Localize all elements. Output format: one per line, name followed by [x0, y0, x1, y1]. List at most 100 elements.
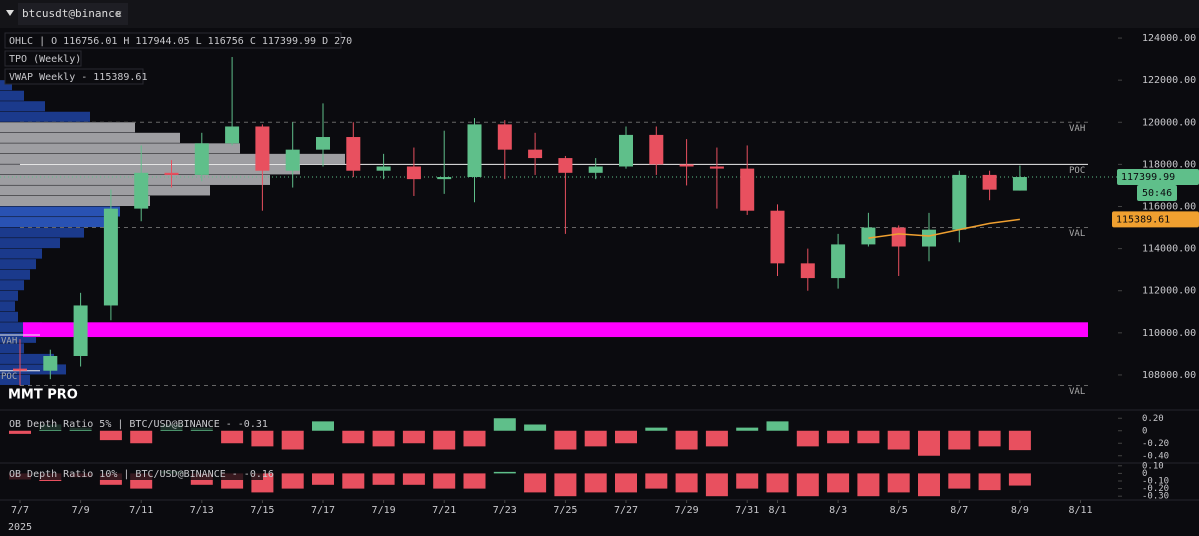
depth-bar [463, 430, 486, 447]
tpo-bar [0, 153, 345, 164]
depth-bar [493, 418, 516, 431]
x-tick-label: 7/31 [735, 505, 759, 516]
tpo-bar [0, 185, 210, 196]
x-tick-label: 8/3 [829, 505, 847, 516]
tpo-bar [0, 364, 66, 375]
panel-title: OB Depth Ratio 5% | BTC/USD@BINANCE - -0… [9, 419, 268, 430]
brand: MMT PRO [8, 388, 78, 403]
vwap-price: 115389.61 [1116, 214, 1170, 225]
tpo-bar [0, 374, 30, 385]
candle-body [649, 134, 664, 165]
depth-bar [1008, 473, 1031, 486]
y-tick-label: 112000.00 [1142, 286, 1196, 297]
level-label: VAL [1069, 229, 1085, 239]
candle-body [497, 124, 512, 150]
last-price: 117399.99 [1121, 172, 1175, 183]
tpo-bar [0, 195, 150, 206]
depth-bar [766, 421, 789, 431]
tab-label[interactable]: btcusdt@binance [22, 7, 121, 20]
countdown-box [1137, 185, 1177, 201]
level-label: VAL [1069, 387, 1085, 397]
tab[interactable] [18, 3, 128, 25]
candle-body [467, 124, 482, 178]
x-tick-label: 7/11 [129, 505, 153, 516]
depth-bar [766, 473, 789, 493]
x-tick-label: 8/1 [768, 505, 786, 516]
candle-body [1012, 177, 1027, 191]
x-tick-label: 7/7 [11, 505, 29, 516]
tpo-bar [0, 80, 12, 91]
x-tick-label: 7/27 [614, 505, 638, 516]
depth-bar [524, 473, 547, 493]
depth-bar [948, 473, 971, 489]
tpo-bar [0, 111, 90, 122]
depth-bar [1008, 430, 1031, 451]
tpo-bar [0, 322, 42, 333]
depth-bar [342, 430, 365, 444]
x-tick-label: 8/5 [890, 505, 908, 516]
x-tick-label: 7/29 [675, 505, 699, 516]
candle-body [43, 355, 58, 371]
tpo-bar [0, 280, 24, 291]
countdown: 50:46 [1142, 188, 1172, 199]
candle-body [891, 227, 906, 247]
level-label: POC [1069, 166, 1085, 176]
depth-bar [221, 430, 244, 444]
candle-body [588, 166, 603, 173]
depth-bar [433, 430, 456, 450]
depth-bar [736, 427, 759, 431]
y-tick-label: 108000.00 [1142, 370, 1196, 381]
depth-bar [675, 430, 698, 450]
candle-body [709, 166, 724, 169]
legend-bg [4, 50, 82, 67]
legend-bg [4, 68, 144, 85]
candle-body [679, 164, 694, 167]
candle-body [316, 137, 330, 150]
candle-body [164, 172, 179, 175]
depth-bar [342, 473, 365, 489]
y-tick-label: -0.10 [1142, 477, 1169, 487]
tpo-bar [0, 311, 18, 322]
depth-bar [130, 430, 153, 444]
depth-bar [402, 473, 425, 485]
y-tick-label: 120000.00 [1142, 117, 1196, 128]
tpo-bar [0, 238, 60, 249]
candle-body [103, 208, 118, 306]
level-label: POC [1, 372, 17, 382]
candle-body [73, 305, 88, 356]
x-tick-label: 8/7 [950, 505, 968, 516]
depth-bar [827, 473, 850, 493]
menu-arrow[interactable] [6, 10, 14, 16]
depth-bar [857, 430, 880, 444]
x-tick-label: 7/21 [432, 505, 456, 516]
y-tick-label: -0.30 [1142, 492, 1169, 502]
candle-body [194, 143, 209, 175]
candle-body [831, 244, 846, 279]
tab-close[interactable]: ✕ [115, 7, 122, 21]
tpo-bar [0, 164, 300, 175]
x-tick-label: 7/19 [372, 505, 396, 516]
depth-bar [372, 473, 395, 485]
tpo-bar [0, 343, 24, 354]
candle-body [982, 174, 997, 190]
x-tick-label: 7/13 [190, 505, 214, 516]
panel-title-bg [5, 417, 263, 430]
tpo-bar [0, 248, 42, 259]
candle-body [13, 368, 27, 371]
y-tick-label: 0.10 [1142, 461, 1164, 471]
year-label: 2025 [8, 522, 32, 533]
depth-bar [493, 471, 516, 474]
y-tick-label: 0 [1142, 426, 1147, 436]
legend-line: OHLC | O 116756.01 H 117944.05 L 116756 … [9, 36, 352, 47]
tpo-bar [0, 227, 84, 238]
tpo-bar [0, 206, 120, 217]
tpo-bar [0, 353, 54, 364]
depth-bar [796, 473, 819, 497]
depth-bar [615, 473, 637, 493]
tpo-bar [0, 259, 36, 270]
x-tick-label: 7/23 [493, 505, 517, 516]
candle-body [376, 166, 391, 171]
candle-body [134, 172, 149, 209]
last-price-box [1117, 169, 1199, 186]
